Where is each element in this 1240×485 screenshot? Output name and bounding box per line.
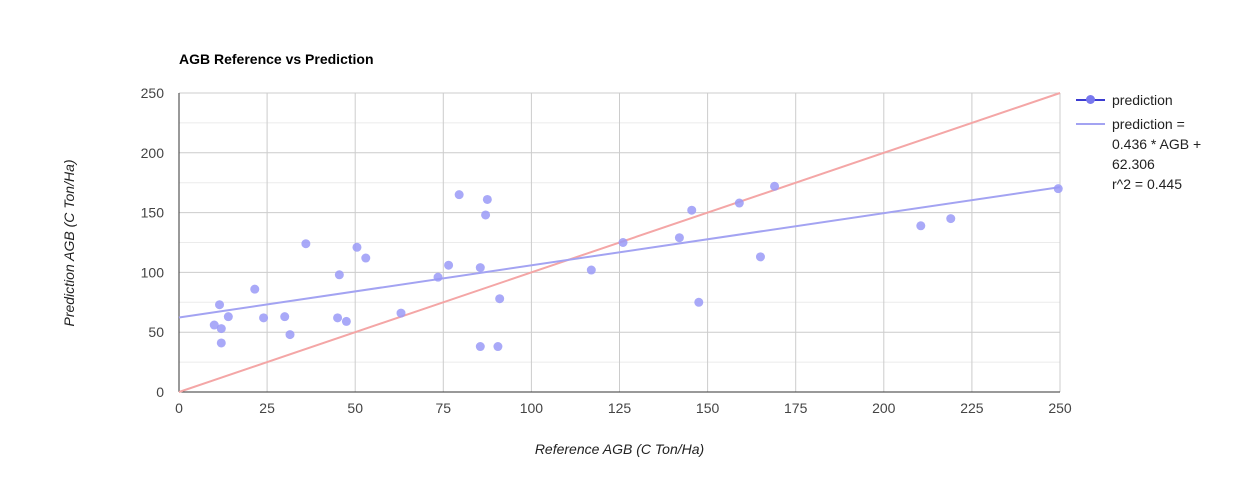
data-point bbox=[333, 313, 343, 323]
data-point bbox=[586, 265, 596, 275]
x-tick-label: 250 bbox=[1048, 400, 1072, 416]
data-point bbox=[352, 242, 362, 252]
data-point bbox=[215, 300, 225, 310]
legend-trendline-icon bbox=[1076, 123, 1105, 125]
y-tick-label: 50 bbox=[148, 324, 164, 340]
data-point bbox=[285, 330, 295, 340]
x-tick-label: 0 bbox=[175, 400, 183, 416]
data-point bbox=[734, 198, 744, 208]
data-point bbox=[481, 210, 491, 220]
legend-label-trendline: prediction = 0.436 * AGB + 62.306 r^2 = … bbox=[1112, 116, 1202, 192]
y-tick-label: 150 bbox=[141, 205, 165, 221]
data-point bbox=[755, 252, 765, 262]
legend-item-prediction[interactable]: prediction bbox=[1076, 90, 1236, 110]
y-tick-label: 200 bbox=[141, 145, 165, 161]
data-point bbox=[674, 233, 684, 243]
data-point bbox=[216, 338, 226, 348]
data-point bbox=[341, 316, 351, 326]
chart-title: AGB Reference vs Prediction bbox=[179, 51, 374, 67]
data-point bbox=[482, 194, 492, 204]
x-tick-label: 150 bbox=[696, 400, 720, 416]
trendline bbox=[178, 186, 1061, 319]
legend-item-trendline[interactable]: prediction = 0.436 * AGB + 62.306 r^2 = … bbox=[1076, 114, 1236, 194]
data-point bbox=[216, 324, 226, 334]
data-point bbox=[493, 342, 503, 352]
data-point bbox=[475, 342, 485, 352]
data-point bbox=[223, 312, 233, 322]
data-point bbox=[361, 253, 371, 263]
data-point bbox=[454, 190, 464, 200]
data-point bbox=[259, 313, 269, 323]
legend-dot-icon bbox=[1086, 95, 1095, 104]
x-tick-label: 200 bbox=[872, 400, 896, 416]
y-tick-label: 250 bbox=[141, 85, 165, 101]
data-point bbox=[301, 239, 311, 249]
data-point bbox=[946, 214, 956, 224]
y-tick-label: 100 bbox=[141, 264, 165, 280]
y-axis-label: Prediction AGB (C Ton/Ha) bbox=[61, 159, 77, 327]
data-point bbox=[770, 181, 780, 191]
x-tick-label: 50 bbox=[347, 400, 363, 416]
x-tick-label: 75 bbox=[436, 400, 452, 416]
x-tick-label: 25 bbox=[259, 400, 275, 416]
x-tick-label: 100 bbox=[520, 400, 544, 416]
data-point bbox=[1053, 184, 1063, 194]
data-point bbox=[396, 308, 406, 318]
x-tick-label: 125 bbox=[608, 400, 632, 416]
data-point bbox=[495, 294, 505, 304]
data-point bbox=[687, 205, 697, 215]
x-axis-label: Reference AGB (C Ton/Ha) bbox=[534, 441, 705, 457]
data-point bbox=[433, 272, 443, 282]
data-point bbox=[475, 263, 485, 273]
y-tick-label: 0 bbox=[156, 384, 164, 400]
data-point bbox=[694, 297, 704, 307]
data-point bbox=[618, 238, 628, 247]
data-point bbox=[280, 312, 290, 322]
legend: prediction prediction = 0.436 * AGB + 62… bbox=[1076, 90, 1236, 198]
data-point bbox=[334, 270, 344, 280]
x-tick-label: 225 bbox=[960, 400, 984, 416]
x-tick-label: 175 bbox=[784, 400, 808, 416]
data-point bbox=[250, 284, 260, 294]
legend-label-prediction: prediction bbox=[1112, 92, 1173, 108]
data-point bbox=[916, 221, 926, 231]
data-point bbox=[444, 260, 454, 270]
data-point bbox=[209, 320, 219, 330]
